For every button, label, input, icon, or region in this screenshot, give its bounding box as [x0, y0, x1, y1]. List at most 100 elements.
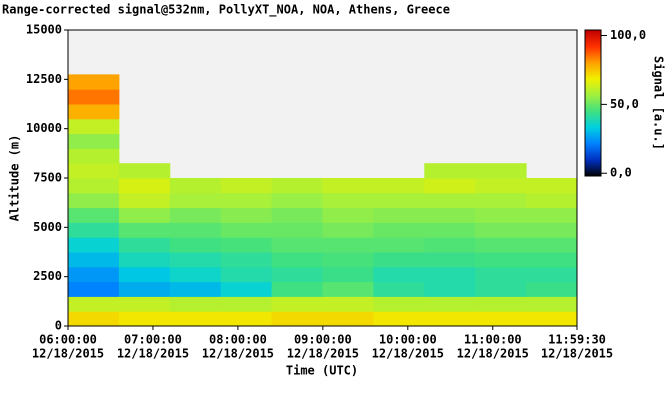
colorbar-step: [585, 33, 601, 37]
heatmap-cell: [475, 178, 527, 194]
colorbar-step: [585, 171, 601, 175]
x-tick-date: 12/18/2015: [32, 347, 104, 361]
colorbar-step: [585, 57, 601, 61]
y-tick-label: 0: [55, 319, 62, 333]
heatmap-cell: [118, 296, 171, 312]
heatmap-cell: [220, 311, 273, 327]
colorbar-step: [585, 105, 601, 109]
colorbar-step: [585, 29, 601, 33]
heatmap-cell: [322, 207, 374, 223]
heatmap-cell: [373, 311, 425, 327]
heatmap-cell: [118, 311, 171, 327]
colorbar-step: [585, 75, 601, 79]
colorbar-step: [585, 159, 601, 163]
heatmap-cell: [526, 192, 578, 209]
heatmap-cell: [322, 192, 374, 209]
heatmap-cell: [475, 163, 527, 179]
heatmap-cell: [68, 192, 120, 209]
colorbar-step: [585, 119, 601, 123]
colorbar-step: [585, 153, 601, 157]
x-tick-time: 08:00:00: [209, 333, 267, 347]
heatmap-cell: [68, 89, 120, 105]
y-tick-label: 10000: [26, 121, 62, 135]
colorbar-step: [585, 149, 601, 153]
x-tick-date: 12/18/2015: [457, 347, 529, 361]
heatmap-cell: [68, 163, 120, 179]
colorbar-step: [585, 169, 601, 173]
colorbar-step: [585, 51, 601, 55]
heatmap-cell: [526, 252, 578, 268]
colorbar-step: [585, 127, 601, 131]
heatmap-cell: [68, 252, 120, 268]
colorbar-step: [585, 93, 601, 97]
colorbar-step: [585, 151, 601, 155]
heatmap-cell: [118, 237, 171, 253]
colorbar-step: [585, 69, 601, 73]
x-tick-date: 12/18/2015: [287, 347, 359, 361]
colorbar-step: [585, 61, 601, 65]
chart-title: Range-corrected signal@532nm, PollyXT_NO…: [2, 3, 450, 18]
heatmap-cell: [271, 192, 323, 209]
heatmap-cell: [322, 237, 374, 253]
heatmap-cell: [68, 222, 120, 238]
heatmap-cell: [68, 311, 120, 327]
heatmap-cell: [373, 266, 425, 283]
heatmap-cell: [526, 237, 578, 253]
heatmap-cell: [118, 163, 171, 179]
heatmap-cell: [424, 237, 476, 253]
heatmap-cell: [424, 266, 476, 283]
colorbar-tick-label: 50,0: [610, 97, 639, 111]
x-tick-time: 11:00:00: [464, 333, 522, 347]
colorbar-tick-label: 0,0: [610, 166, 632, 180]
heatmap-cell: [526, 207, 578, 223]
heatmap-cell: [68, 237, 120, 253]
colorbar-step: [585, 113, 601, 117]
colorbar-step: [585, 99, 601, 103]
colorbar-step: [585, 91, 601, 95]
colorbar-step: [585, 145, 601, 149]
heatmap-cell: [169, 266, 222, 283]
heatmap-cell: [322, 178, 374, 194]
colorbar-frame: [584, 29, 602, 177]
heatmap-cell: [373, 296, 425, 312]
colorbar-step: [585, 103, 601, 107]
colorbar-step: [585, 129, 601, 133]
heatmap-cell: [68, 118, 120, 135]
heatmap-cell: [169, 281, 222, 297]
colorbar-step: [585, 137, 601, 141]
x-tick-date: 12/18/2015: [541, 347, 613, 361]
colorbar-step: [585, 65, 601, 69]
heatmap-cell: [322, 296, 374, 312]
colorbar-step: [585, 161, 601, 165]
colorbar-step: [585, 59, 601, 63]
heatmap-cell: [271, 296, 323, 312]
colorbar-step: [585, 147, 601, 151]
heatmap-cell: [68, 207, 120, 223]
x-tick-time: 11:59:30: [548, 333, 606, 347]
heatmap-cell: [475, 192, 527, 209]
colorbar-step: [585, 41, 601, 45]
heatmap-cell: [271, 237, 323, 253]
colorbar-step: [585, 37, 601, 41]
heatmap-cell: [169, 252, 222, 268]
heatmap-cell: [118, 222, 171, 238]
colorbar-step: [585, 123, 601, 127]
y-tick-label: 5000: [33, 220, 62, 234]
heatmap-cell: [118, 252, 171, 268]
heatmap-cell: [169, 311, 222, 327]
colorbar-step: [585, 155, 601, 159]
heatmap-cell: [118, 192, 171, 209]
heatmap-cell: [424, 207, 476, 223]
colorbar-step: [585, 35, 601, 39]
colorbar-step: [585, 79, 601, 83]
heatmap-cell: [475, 222, 527, 238]
colorbar-step: [585, 143, 601, 147]
heatmap-cell: [424, 178, 476, 194]
colorbar-step: [585, 67, 601, 71]
heatmap-cell: [169, 237, 222, 253]
colorbar-step: [585, 53, 601, 57]
colorbar-step: [585, 47, 601, 51]
heatmap-cell: [68, 104, 120, 120]
heatmap-cell: [424, 163, 476, 179]
heatmap-cell: [271, 266, 323, 283]
